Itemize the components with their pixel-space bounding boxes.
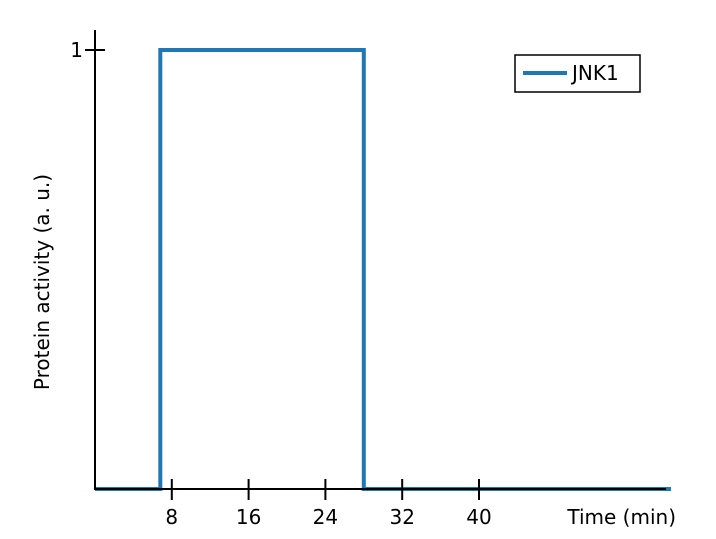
x-tick-label: 16 bbox=[236, 505, 261, 529]
series-line-0 bbox=[95, 48, 671, 491]
x-ticks: 8 16 24 32 40 bbox=[165, 479, 492, 529]
legend: JNK1 bbox=[514, 54, 641, 93]
series-layer bbox=[95, 48, 671, 491]
y-axis-label: Protein activity (a. u.) bbox=[30, 174, 54, 390]
x-tick-label: 24 bbox=[313, 505, 338, 529]
x-tick-label: 32 bbox=[389, 505, 414, 529]
x-tick-label: 40 bbox=[466, 505, 491, 529]
x-tick-label: 8 bbox=[165, 505, 178, 529]
y-ticks: 1 bbox=[70, 38, 105, 62]
x-axis-label: Time (min) bbox=[566, 505, 676, 529]
y-tick-label: 1 bbox=[70, 38, 83, 62]
legend-label: JNK1 bbox=[570, 61, 619, 85]
